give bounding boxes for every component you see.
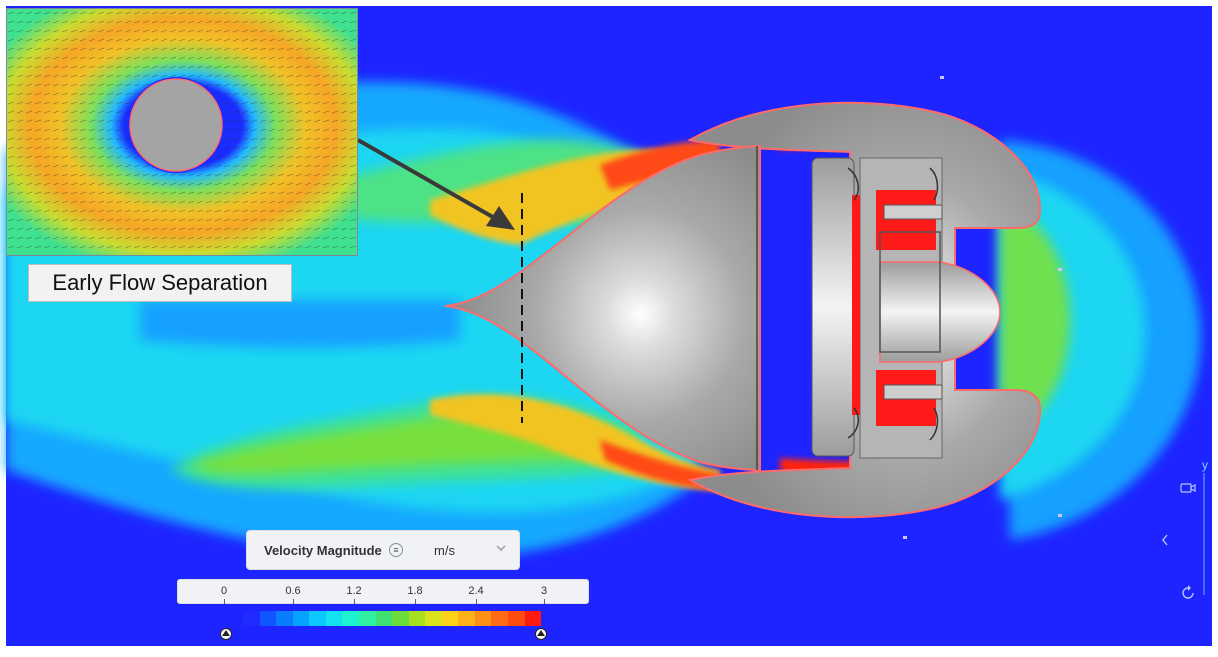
color-bar <box>243 611 542 626</box>
inset-cylinder <box>129 78 223 172</box>
rotate-icon[interactable] <box>1180 585 1196 601</box>
legend-title: Velocity Magnitude <box>264 543 382 558</box>
chevron-down-icon[interactable] <box>495 542 507 554</box>
color-bar-segment <box>491 611 508 626</box>
legend-header: Velocity Magnitude ≡ m/s <box>246 530 520 570</box>
min-handle[interactable] <box>220 628 232 640</box>
color-bar-segment <box>342 611 359 626</box>
color-bar-segment <box>408 611 426 626</box>
tick-label: 2.4 <box>468 585 484 597</box>
color-bar-segment <box>508 611 525 626</box>
color-bar-segment <box>441 611 459 626</box>
tick-label: 3 <box>540 585 548 597</box>
color-bar-segment <box>458 611 475 626</box>
color-bar-segment <box>524 611 542 626</box>
y-axis-label: y <box>1202 458 1208 472</box>
color-bar-segment <box>325 611 343 626</box>
color-bar-segment <box>375 611 393 626</box>
unit-select[interactable]: m/s <box>434 543 455 558</box>
speck-markers <box>903 76 1062 539</box>
inset-closeup <box>6 8 358 256</box>
inset-flow-field <box>7 9 357 255</box>
callout-arrow <box>357 138 515 230</box>
tick-label: 1.8 <box>407 585 423 597</box>
color-bar-segment <box>309 611 326 626</box>
color-bar-segment <box>259 611 277 626</box>
axis-triad: y <box>1202 458 1208 595</box>
inset-label: Early Flow Separation <box>28 264 292 302</box>
color-bar-segment <box>358 611 376 626</box>
color-bar-segment <box>425 611 442 626</box>
camera-icon[interactable] <box>1180 482 1196 494</box>
color-bar-segment <box>474 611 492 626</box>
turbine-body <box>444 101 1042 519</box>
color-bar-segment <box>292 611 310 626</box>
color-bar-segment <box>243 611 260 626</box>
info-icon[interactable]: ≡ <box>389 543 403 557</box>
max-handle[interactable] <box>535 628 547 640</box>
tick-label: 0.6 <box>285 585 301 597</box>
color-bar-segment <box>276 611 293 626</box>
tick-label: 0 <box>220 585 228 597</box>
chevron-left-icon[interactable] <box>1160 533 1170 547</box>
legend-scale: 0 0.6 1.2 1.8 2.4 3 <box>177 579 589 604</box>
tick-label: 1.2 <box>346 585 362 597</box>
color-bar-segment <box>392 611 409 626</box>
